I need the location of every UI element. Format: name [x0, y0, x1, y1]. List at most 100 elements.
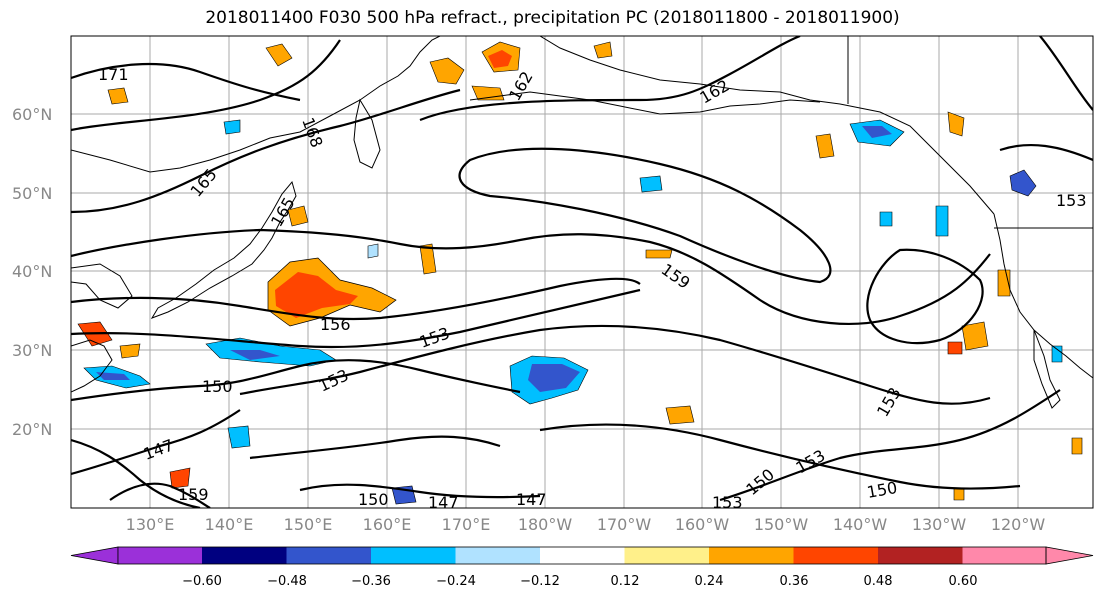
lon-tick-label: 160°W	[675, 515, 730, 534]
map-area	[71, 36, 1093, 508]
coastline-na-west	[993, 213, 1093, 379]
contour-168	[71, 39, 341, 132]
colorbar-segment	[624, 547, 710, 564]
precip-blob	[96, 372, 130, 380]
precip-blob	[227, 425, 251, 449]
lat-tick-label: 40°N	[12, 262, 52, 281]
contour-label: 150	[358, 490, 389, 509]
precip-blob	[367, 243, 379, 259]
contour-sw	[71, 438, 201, 508]
precip-blob	[1071, 437, 1083, 455]
contour-label: 156	[320, 315, 351, 334]
lon-tick-label: 130°W	[912, 515, 967, 534]
lon-tick-label: 120°W	[991, 515, 1046, 534]
lon-tick-label: 130°E	[126, 515, 175, 534]
contour-label: 153	[1056, 191, 1087, 210]
lat-tick-label: 60°N	[12, 105, 52, 124]
coastline-japan	[150, 180, 297, 319]
lat-tick-label: 30°N	[12, 341, 52, 360]
precip-positive-shading	[77, 41, 1083, 501]
colorbar: −0.60 −0.48 −0.36 −0.24 −0.12 0.12 0.24 …	[70, 546, 1094, 589]
precip-blob	[947, 341, 963, 355]
precip-blob	[879, 211, 893, 227]
contour-ne	[999, 144, 1093, 162]
precip-blob	[1051, 345, 1063, 363]
colorbar-extend-high	[1045, 546, 1094, 565]
contour-153a	[71, 288, 641, 349]
precip-blob	[593, 41, 613, 59]
lon-tick-label: 180°W	[518, 515, 573, 534]
contour-label: 171	[98, 65, 129, 84]
precip-blob	[961, 321, 989, 351]
colorbar-segment	[962, 547, 1046, 564]
contour-147	[71, 409, 241, 476]
colorbar-outline	[117, 546, 1047, 565]
contour-mid	[249, 435, 501, 460]
precip-blob	[488, 50, 512, 68]
colorbar-segments	[70, 546, 1094, 565]
precip-negative-shading	[83, 119, 1063, 505]
contour-label: 147	[516, 490, 547, 509]
colorbar-tick-label: −0.36	[351, 574, 391, 589]
colorbar-segment	[878, 547, 963, 564]
colorbar-tick-label: 0.12	[611, 574, 640, 589]
precip-blob	[119, 343, 141, 359]
contour-label: 150	[202, 377, 233, 396]
colorbar-segment	[709, 547, 794, 564]
contour-150b	[299, 483, 541, 499]
precip-blob	[230, 350, 280, 360]
contour-150	[71, 359, 521, 402]
precip-blob	[947, 111, 965, 137]
colorbar-tick-label: −0.48	[267, 574, 307, 589]
lon-axis: 130°E 140°E 150°E 160°E 170°E 180°W 170°…	[126, 515, 1046, 534]
coastline-aleutians	[469, 91, 821, 115]
precip-blob	[169, 467, 191, 489]
colorbar-tick-label: 0.36	[780, 574, 809, 589]
colorbar-segment	[371, 547, 456, 564]
precip-blob	[528, 364, 580, 392]
colorbar-tick-label: 0.60	[949, 574, 978, 589]
precip-blob	[645, 249, 673, 259]
map-title: 2018011400 F030 500 hPa refract., precip…	[205, 8, 900, 28]
contour-150c	[539, 423, 1021, 490]
precip-blob	[815, 133, 835, 159]
precip-blob	[665, 405, 695, 425]
colorbar-tick-label: 0.48	[864, 574, 893, 589]
lon-tick-label: 140°E	[205, 515, 254, 534]
contour-sw2	[109, 482, 211, 508]
colorbar-segment	[455, 547, 541, 564]
colorbar-segment	[118, 547, 202, 564]
colorbar-extend-low	[70, 546, 119, 565]
colorbar-segment	[286, 547, 372, 564]
contour-153b	[239, 324, 991, 405]
contour-165	[71, 88, 461, 214]
precip-blob	[275, 272, 358, 318]
lon-tick-label: 150°E	[284, 515, 333, 534]
contour-153c	[719, 389, 1061, 502]
lon-tick-label: 170°E	[442, 515, 491, 534]
colorbar-tick-label: −0.12	[520, 574, 560, 589]
contour-156	[71, 277, 641, 321]
contour-label: 147	[428, 493, 459, 512]
lon-tick-label: 140°W	[833, 515, 888, 534]
coastline-alaska	[539, 36, 995, 215]
colorbar-segment	[202, 547, 287, 564]
coastline-china	[71, 339, 113, 393]
lon-tick-label: 160°E	[363, 515, 412, 534]
contour-162-ring	[458, 147, 832, 284]
coastline-baja	[1033, 329, 1061, 409]
contour-e-closed	[866, 248, 984, 345]
contour-label: 159	[178, 485, 209, 504]
precip-blob	[1009, 169, 1037, 197]
contour-159	[71, 228, 991, 326]
precip-blob	[935, 205, 949, 237]
colorbar-segment	[793, 547, 879, 564]
precip-blob	[953, 487, 965, 501]
coastline-asia	[71, 36, 441, 173]
precip-blob	[223, 119, 241, 135]
precip-blob	[419, 243, 437, 275]
colorbar-tick-label: −0.24	[436, 574, 476, 589]
lat-axis: 60°N 50°N 40°N 30°N 20°N	[12, 105, 52, 439]
precip-blob	[265, 43, 293, 67]
